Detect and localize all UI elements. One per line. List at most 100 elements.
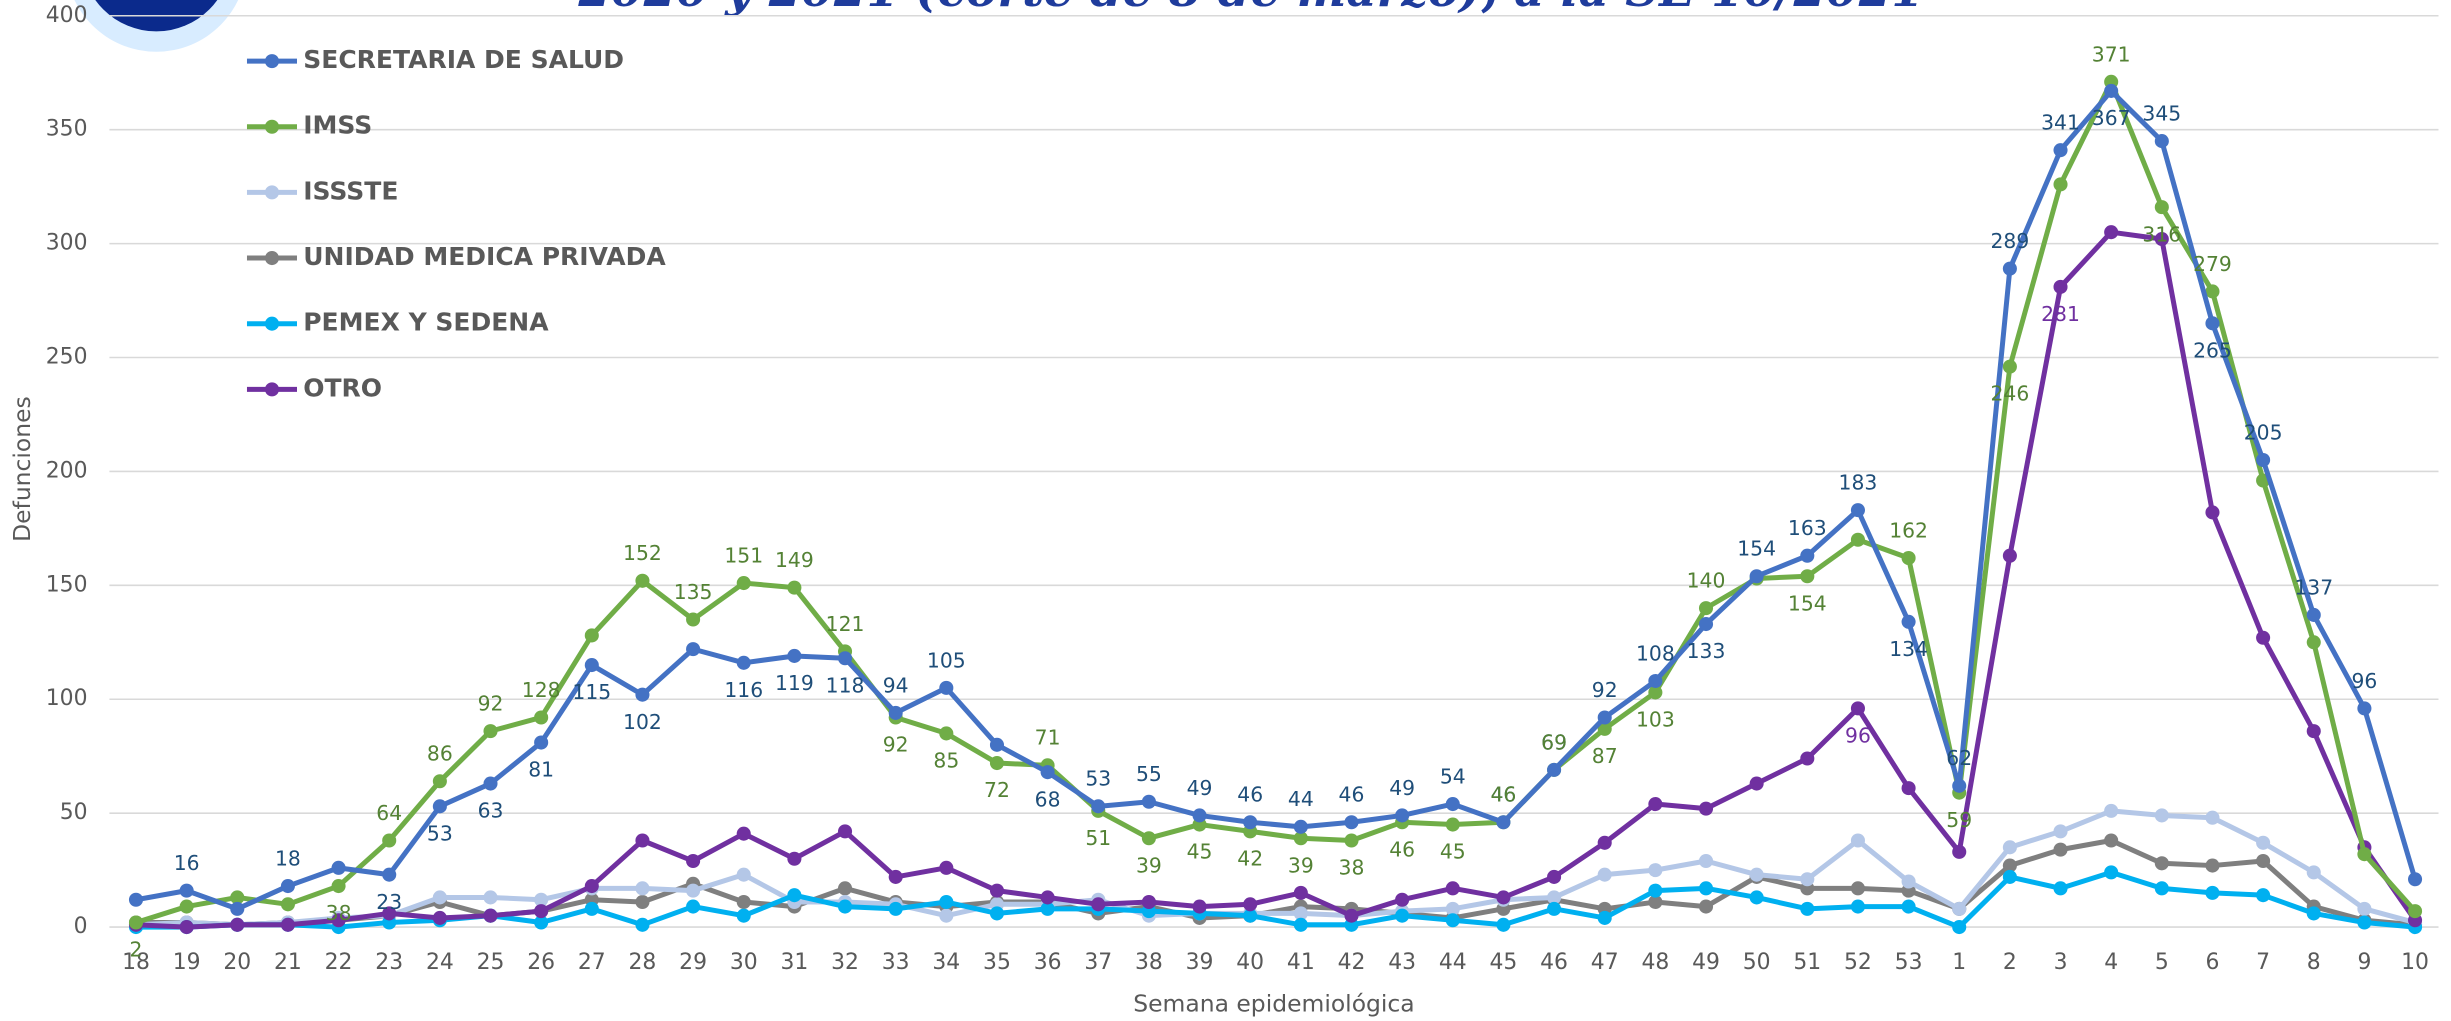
x-tick-label: 51	[1793, 950, 1821, 975]
point	[1850, 701, 1865, 716]
data-label: 45	[1187, 840, 1213, 864]
point	[1800, 751, 1815, 766]
point	[1850, 881, 1865, 896]
data-label: 39	[1288, 853, 1314, 877]
legend-marker	[264, 54, 280, 69]
data-label: 71	[1035, 726, 1061, 750]
point	[837, 651, 853, 666]
y-tick-label: 150	[46, 572, 88, 597]
x-tick-label: 40	[1236, 950, 1264, 975]
data-label: 87	[1592, 744, 1618, 768]
data-label: 128	[522, 678, 561, 702]
point	[2002, 261, 2017, 276]
point	[1901, 614, 1916, 629]
data-label: 46	[1389, 837, 1415, 861]
point	[1192, 808, 1207, 823]
point	[1496, 815, 1511, 830]
point	[787, 888, 802, 903]
x-tick-label: 37	[1084, 950, 1112, 975]
data-label: 246	[1990, 382, 2029, 406]
point	[939, 894, 954, 910]
x-tick-label: 10	[2401, 950, 2429, 975]
point	[1850, 503, 1865, 518]
point	[635, 687, 650, 702]
point	[2256, 452, 2271, 468]
data-label: 69	[1541, 730, 1567, 754]
x-tick-label: 36	[1034, 950, 1062, 975]
data-label: 289	[1990, 229, 2029, 253]
y-tick-label: 50	[60, 800, 88, 825]
x-tick-label: 25	[477, 950, 505, 975]
x-tick-label: 32	[831, 950, 859, 975]
x-tick-label: 19	[173, 950, 201, 975]
data-label: 55	[1136, 762, 1162, 786]
series-line	[135, 88, 2418, 912]
point	[736, 655, 751, 670]
point	[736, 894, 751, 910]
point	[1901, 874, 1916, 889]
point	[1547, 762, 1562, 777]
point	[736, 576, 751, 591]
point	[837, 899, 853, 914]
data-label: 86	[427, 742, 453, 766]
x-tick-label: 33	[882, 950, 910, 975]
data-label: 345	[2142, 101, 2181, 125]
point	[1293, 831, 1308, 846]
data-label: 183	[1839, 471, 1878, 495]
point	[1749, 890, 1764, 905]
point	[432, 799, 447, 814]
point	[635, 881, 650, 896]
point	[331, 913, 346, 928]
x-tick-label: 23	[375, 950, 403, 975]
series-line	[135, 229, 2418, 930]
point	[1698, 899, 1714, 914]
point	[2205, 284, 2220, 299]
data-label: 133	[1687, 639, 1726, 663]
point	[787, 580, 802, 595]
point	[230, 890, 245, 905]
point	[432, 774, 447, 789]
x-tick-label: 5	[2155, 950, 2169, 975]
data-label: 92	[883, 733, 909, 757]
point	[584, 658, 599, 673]
point	[2306, 865, 2321, 880]
point	[1698, 601, 1714, 616]
data-label: 316	[2142, 222, 2181, 246]
data-label: 279	[2193, 252, 2232, 276]
point	[1344, 815, 1359, 830]
data-label: 371	[2092, 42, 2131, 66]
x-tick-label: 43	[1388, 950, 1416, 975]
x-tick-label: 30	[730, 950, 758, 975]
point	[2205, 505, 2220, 520]
point	[1648, 797, 1663, 812]
y-tick-label: 400	[46, 3, 88, 28]
x-tick-label: 7	[2256, 950, 2270, 975]
series-line	[135, 79, 2417, 925]
point	[2154, 200, 2169, 215]
point	[1243, 897, 1258, 912]
point	[382, 906, 397, 921]
point	[2306, 635, 2321, 650]
point	[2002, 840, 2017, 855]
data-label: 92	[478, 692, 504, 716]
data-label: 2	[130, 938, 143, 962]
point	[1344, 908, 1359, 923]
point	[2357, 915, 2372, 930]
legend-marker	[264, 185, 280, 200]
x-tick-label: 39	[1186, 950, 1214, 975]
point	[1091, 799, 1106, 814]
data-label: 46	[1490, 783, 1516, 807]
point	[2104, 83, 2119, 98]
point	[1952, 844, 1967, 859]
y-tick-label: 250	[46, 345, 88, 370]
point	[686, 853, 701, 869]
point	[2002, 858, 2017, 873]
data-label: 149	[775, 548, 814, 572]
point	[2002, 869, 2017, 884]
x-tick-label: 53	[1895, 950, 1923, 975]
point	[1597, 910, 1612, 925]
data-label: 103	[1636, 708, 1675, 732]
point	[939, 860, 954, 875]
point	[2357, 701, 2372, 716]
data-label: 72	[984, 778, 1010, 802]
